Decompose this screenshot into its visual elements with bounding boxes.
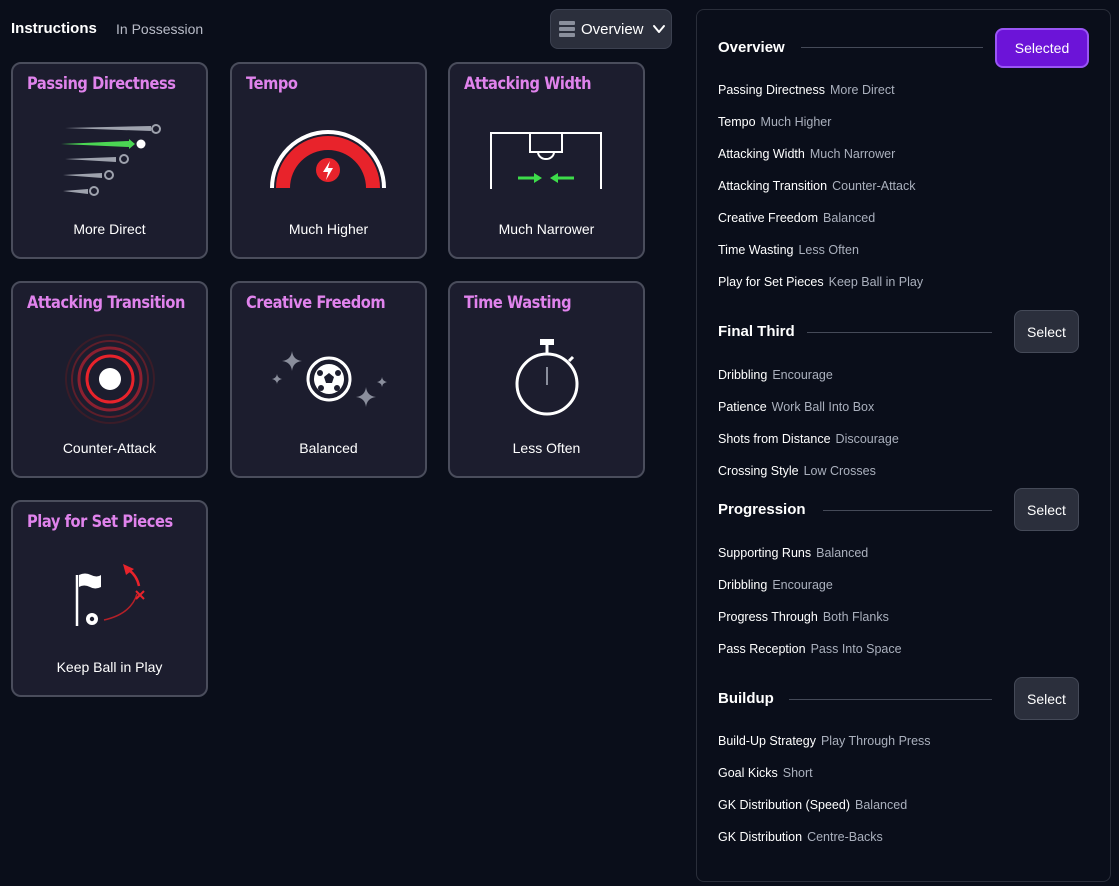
- stopwatch-icon: [515, 339, 579, 416]
- list-item: Shots from Distance Discourage: [718, 432, 899, 446]
- section-title-final-third: Final Third: [718, 323, 795, 340]
- list-item: Goal Kicks Short: [718, 766, 813, 780]
- list-item: Tempo Much Higher: [718, 115, 832, 129]
- card-value: Much Narrower: [498, 221, 595, 237]
- section-title-progression: Progression: [718, 501, 806, 518]
- section-divider: [807, 332, 992, 333]
- list-item: GK Distribution (Speed) Balanced: [718, 798, 908, 812]
- page-subtitle: In Possession: [116, 21, 204, 37]
- card-title: Attacking Width: [464, 74, 592, 94]
- card-tempo[interactable]: Tempo Much Higher: [230, 62, 427, 259]
- card-time-wasting[interactable]: Time Wasting Less Often: [448, 281, 645, 478]
- list-item: Passing Directness More Direct: [718, 83, 895, 97]
- card-value: Balanced: [299, 440, 358, 456]
- card-title: Time Wasting: [464, 293, 572, 313]
- card-title: Passing Directness: [27, 74, 176, 94]
- overview-selected-button[interactable]: Selected: [995, 28, 1089, 68]
- summary-panel: Overview Selected Passing Directness More…: [696, 9, 1111, 882]
- target-rings-icon: [65, 334, 155, 424]
- card-value: Less Often: [512, 440, 581, 456]
- list-item: Attacking Width Much Narrower: [718, 147, 896, 161]
- final-third-select-button[interactable]: Select: [1014, 310, 1079, 353]
- card-title: Attacking Transition: [27, 293, 185, 313]
- view-dropdown[interactable]: Overview: [550, 9, 672, 49]
- chevron-down-icon: [652, 25, 665, 33]
- speed-gauge-icon: [270, 130, 386, 189]
- list-item: Supporting Runs Balanced: [718, 546, 869, 560]
- list-item: Attacking Transition Counter-Attack: [718, 179, 916, 193]
- section-divider: [801, 47, 983, 48]
- list-item: Patience Work Ball Into Box: [718, 400, 875, 414]
- section-title-overview: Overview: [718, 39, 785, 56]
- card-play-for-set-pieces[interactable]: Play for Set Pieces Keep Ball in Play: [11, 500, 208, 697]
- buildup-select-button[interactable]: Select: [1014, 677, 1079, 720]
- section-divider: [823, 510, 992, 511]
- list-item: Crossing Style Low Crosses: [718, 464, 876, 478]
- card-value: More Direct: [73, 221, 146, 237]
- view-dropdown-label: Overview: [581, 20, 644, 38]
- list-item: Build-Up Strategy Play Through Press: [718, 734, 931, 748]
- list-item: Creative Freedom Balanced: [718, 211, 876, 225]
- list-item: Pass Reception Pass Into Space: [718, 642, 902, 656]
- corner-flag-icon: [75, 564, 145, 626]
- card-title: Play for Set Pieces: [27, 512, 173, 532]
- section-divider: [789, 699, 992, 700]
- card-attacking-width[interactable]: Attacking Width Much Narrower: [448, 62, 645, 259]
- progression-select-button[interactable]: Select: [1014, 488, 1079, 531]
- card-passing-directness[interactable]: Passing Directness More Direct: [11, 62, 208, 259]
- list-item: Time Wasting Less Often: [718, 243, 859, 257]
- card-title: Creative Freedom: [246, 293, 386, 313]
- page-title: Instructions: [11, 20, 97, 37]
- section-title-buildup: Buildup: [718, 690, 774, 707]
- list-item: Play for Set Pieces Keep Ball in Play: [718, 275, 924, 289]
- list-item: Progress Through Both Flanks: [718, 610, 889, 624]
- ball-arrows-icon: [61, 124, 161, 196]
- card-value: Counter-Attack: [62, 440, 157, 456]
- card-attacking-transition[interactable]: Attacking Transition Counter-Attack: [11, 281, 208, 478]
- card-title: Tempo: [246, 74, 298, 94]
- ball-sparkle-icon: [272, 351, 387, 407]
- list-icon: [559, 21, 575, 37]
- list-item: GK Distribution Centre-Backs: [718, 830, 883, 844]
- card-value: Much Higher: [288, 221, 369, 237]
- list-item: Dribbling Encourage: [718, 578, 833, 592]
- card-value: Keep Ball in Play: [56, 659, 163, 675]
- pitch-arrows-icon: [490, 132, 602, 189]
- list-item: Dribbling Encourage: [718, 368, 833, 382]
- card-creative-freedom[interactable]: Creative Freedom Balanced: [230, 281, 427, 478]
